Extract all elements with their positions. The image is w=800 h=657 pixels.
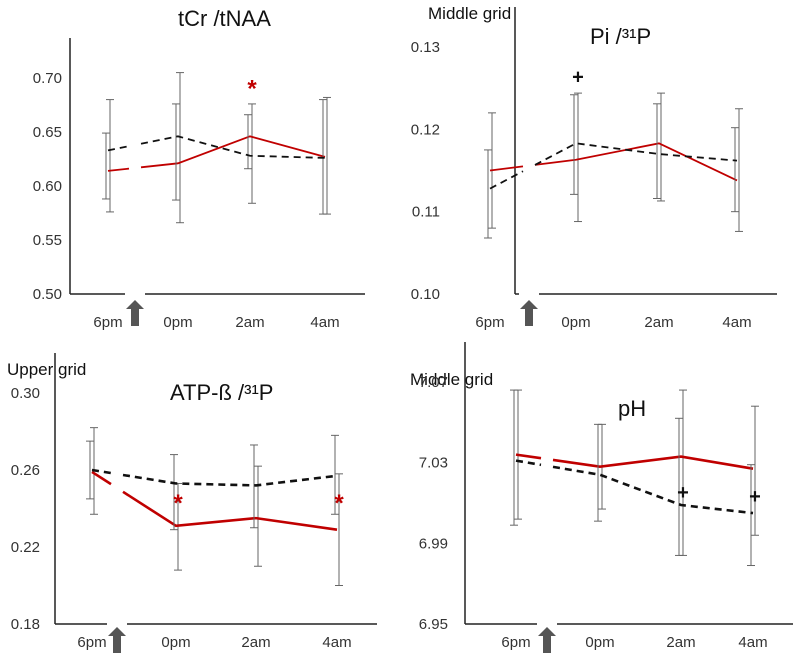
chart-title: tCr /tNAA (178, 6, 271, 31)
series-line-dashed (552, 465, 754, 515)
y-tick-label: 0.30 (11, 385, 40, 402)
y-tick-label: 7.07 (419, 374, 448, 391)
x-tick-label: 6pm (475, 314, 504, 331)
chart-panel-atp-31p: ATP-ß /³¹P Upper grid 0.18 0.22 0.26 0.30 6p… (0, 330, 400, 657)
x-tick-label: 2am (241, 634, 270, 651)
grid-label: Upper grid (7, 360, 87, 379)
significance-marker: + (749, 486, 761, 508)
significance-marker: * (247, 76, 257, 103)
x-tick-label: 4am (322, 634, 351, 651)
chart-plot-atp-31p: 0.18 0.22 0.26 0.30 6pm 0pm 2am 4am * * (11, 353, 377, 653)
x-tick-label: 0pm (585, 634, 614, 651)
y-tick-label: 0.12 (411, 121, 440, 138)
chart-title: Pi /³¹P (590, 24, 652, 49)
series-line-solid (515, 453, 542, 460)
y-tick-label: 0.50 (33, 286, 62, 303)
series-line-dashed (122, 473, 338, 487)
series-line-solid (534, 142, 738, 182)
chart-panel-pi-31p: Pi /³¹P Middle grid 0.10 0.11 0.12 0.13 6pm 0… (400, 0, 800, 331)
series-line-solid (122, 490, 338, 531)
x-tick-label: 4am (722, 314, 751, 331)
series-line-solid (140, 135, 326, 169)
y-tick-label: 0.11 (412, 204, 440, 221)
series-line-dashed (489, 170, 524, 190)
arrow-up-icon (126, 300, 144, 326)
arrow-up-icon (108, 627, 126, 653)
y-tick-label: 0.22 (11, 539, 40, 556)
significance-marker: * (334, 490, 344, 517)
significance-marker: + (572, 66, 584, 88)
x-tick-label: 2am (666, 634, 695, 651)
chart-title: ATP-ß /³¹P (170, 380, 274, 405)
chart-title: pH (618, 396, 647, 421)
y-tick-label: 0.70 (33, 70, 62, 87)
series-line-solid (489, 165, 524, 172)
chart-panel-ph: pH Middle grid 6.95 6.99 7.03 7.07 6pm 0pm 2am… (400, 330, 800, 657)
x-tick-label: 4am (738, 634, 767, 651)
chart-plot-tcr-tnaa: 0.50 0.55 0.60 0.65 0.70 6pm 0pm 2am 4am * (33, 38, 365, 331)
grid-label: Middle grid (428, 4, 512, 23)
y-tick-label: 0.26 (11, 462, 40, 479)
series-line-solid (91, 470, 112, 486)
y-tick-label: 0.13 (411, 39, 440, 56)
significance-marker: * (173, 490, 183, 517)
y-tick-label: 0.65 (33, 124, 62, 141)
y-tick-label: 0.18 (11, 616, 40, 633)
x-tick-label: 6pm (77, 634, 106, 651)
x-tick-label: 0pm (561, 314, 590, 331)
series-line-solid (552, 455, 754, 470)
y-tick-label: 0.55 (33, 232, 62, 249)
series-line-dashed (140, 135, 326, 159)
chart-plot-pi-31p: 0.10 0.11 0.12 0.13 6pm 0pm 2am 4am + (411, 7, 777, 331)
x-tick-label: 0pm (161, 634, 190, 651)
x-tick-label: 2am (644, 314, 673, 331)
arrow-up-icon (538, 627, 556, 653)
series-line-dashed (107, 145, 130, 152)
y-tick-label: 6.95 (419, 616, 448, 633)
chart-panel-tcr-tnaa: tCr /tNAA 0.50 0.55 0.60 0.65 0.70 6pm 0pm 2am 4… (0, 0, 400, 331)
x-tick-label: 6pm (501, 634, 530, 651)
series-line-dashed (515, 459, 542, 467)
y-tick-label: 7.03 (419, 455, 448, 472)
x-tick-label: 6pm (93, 314, 122, 331)
significance-marker: + (677, 482, 689, 504)
series-line-solid (107, 167, 130, 172)
chart-plot-ph: 6.95 6.99 7.03 7.07 6pm 0pm 2am 4am + + (419, 342, 793, 653)
arrow-up-icon (520, 300, 538, 326)
x-tick-label: 0pm (163, 314, 192, 331)
series-line-dashed (91, 468, 112, 475)
series-line-dashed (534, 142, 738, 166)
x-tick-label: 4am (310, 314, 339, 331)
y-tick-label: 0.10 (411, 286, 440, 303)
y-tick-label: 6.99 (419, 535, 448, 552)
grid-label: Middle grid (410, 370, 494, 389)
y-tick-label: 0.60 (33, 178, 62, 195)
x-tick-label: 2am (235, 314, 264, 331)
